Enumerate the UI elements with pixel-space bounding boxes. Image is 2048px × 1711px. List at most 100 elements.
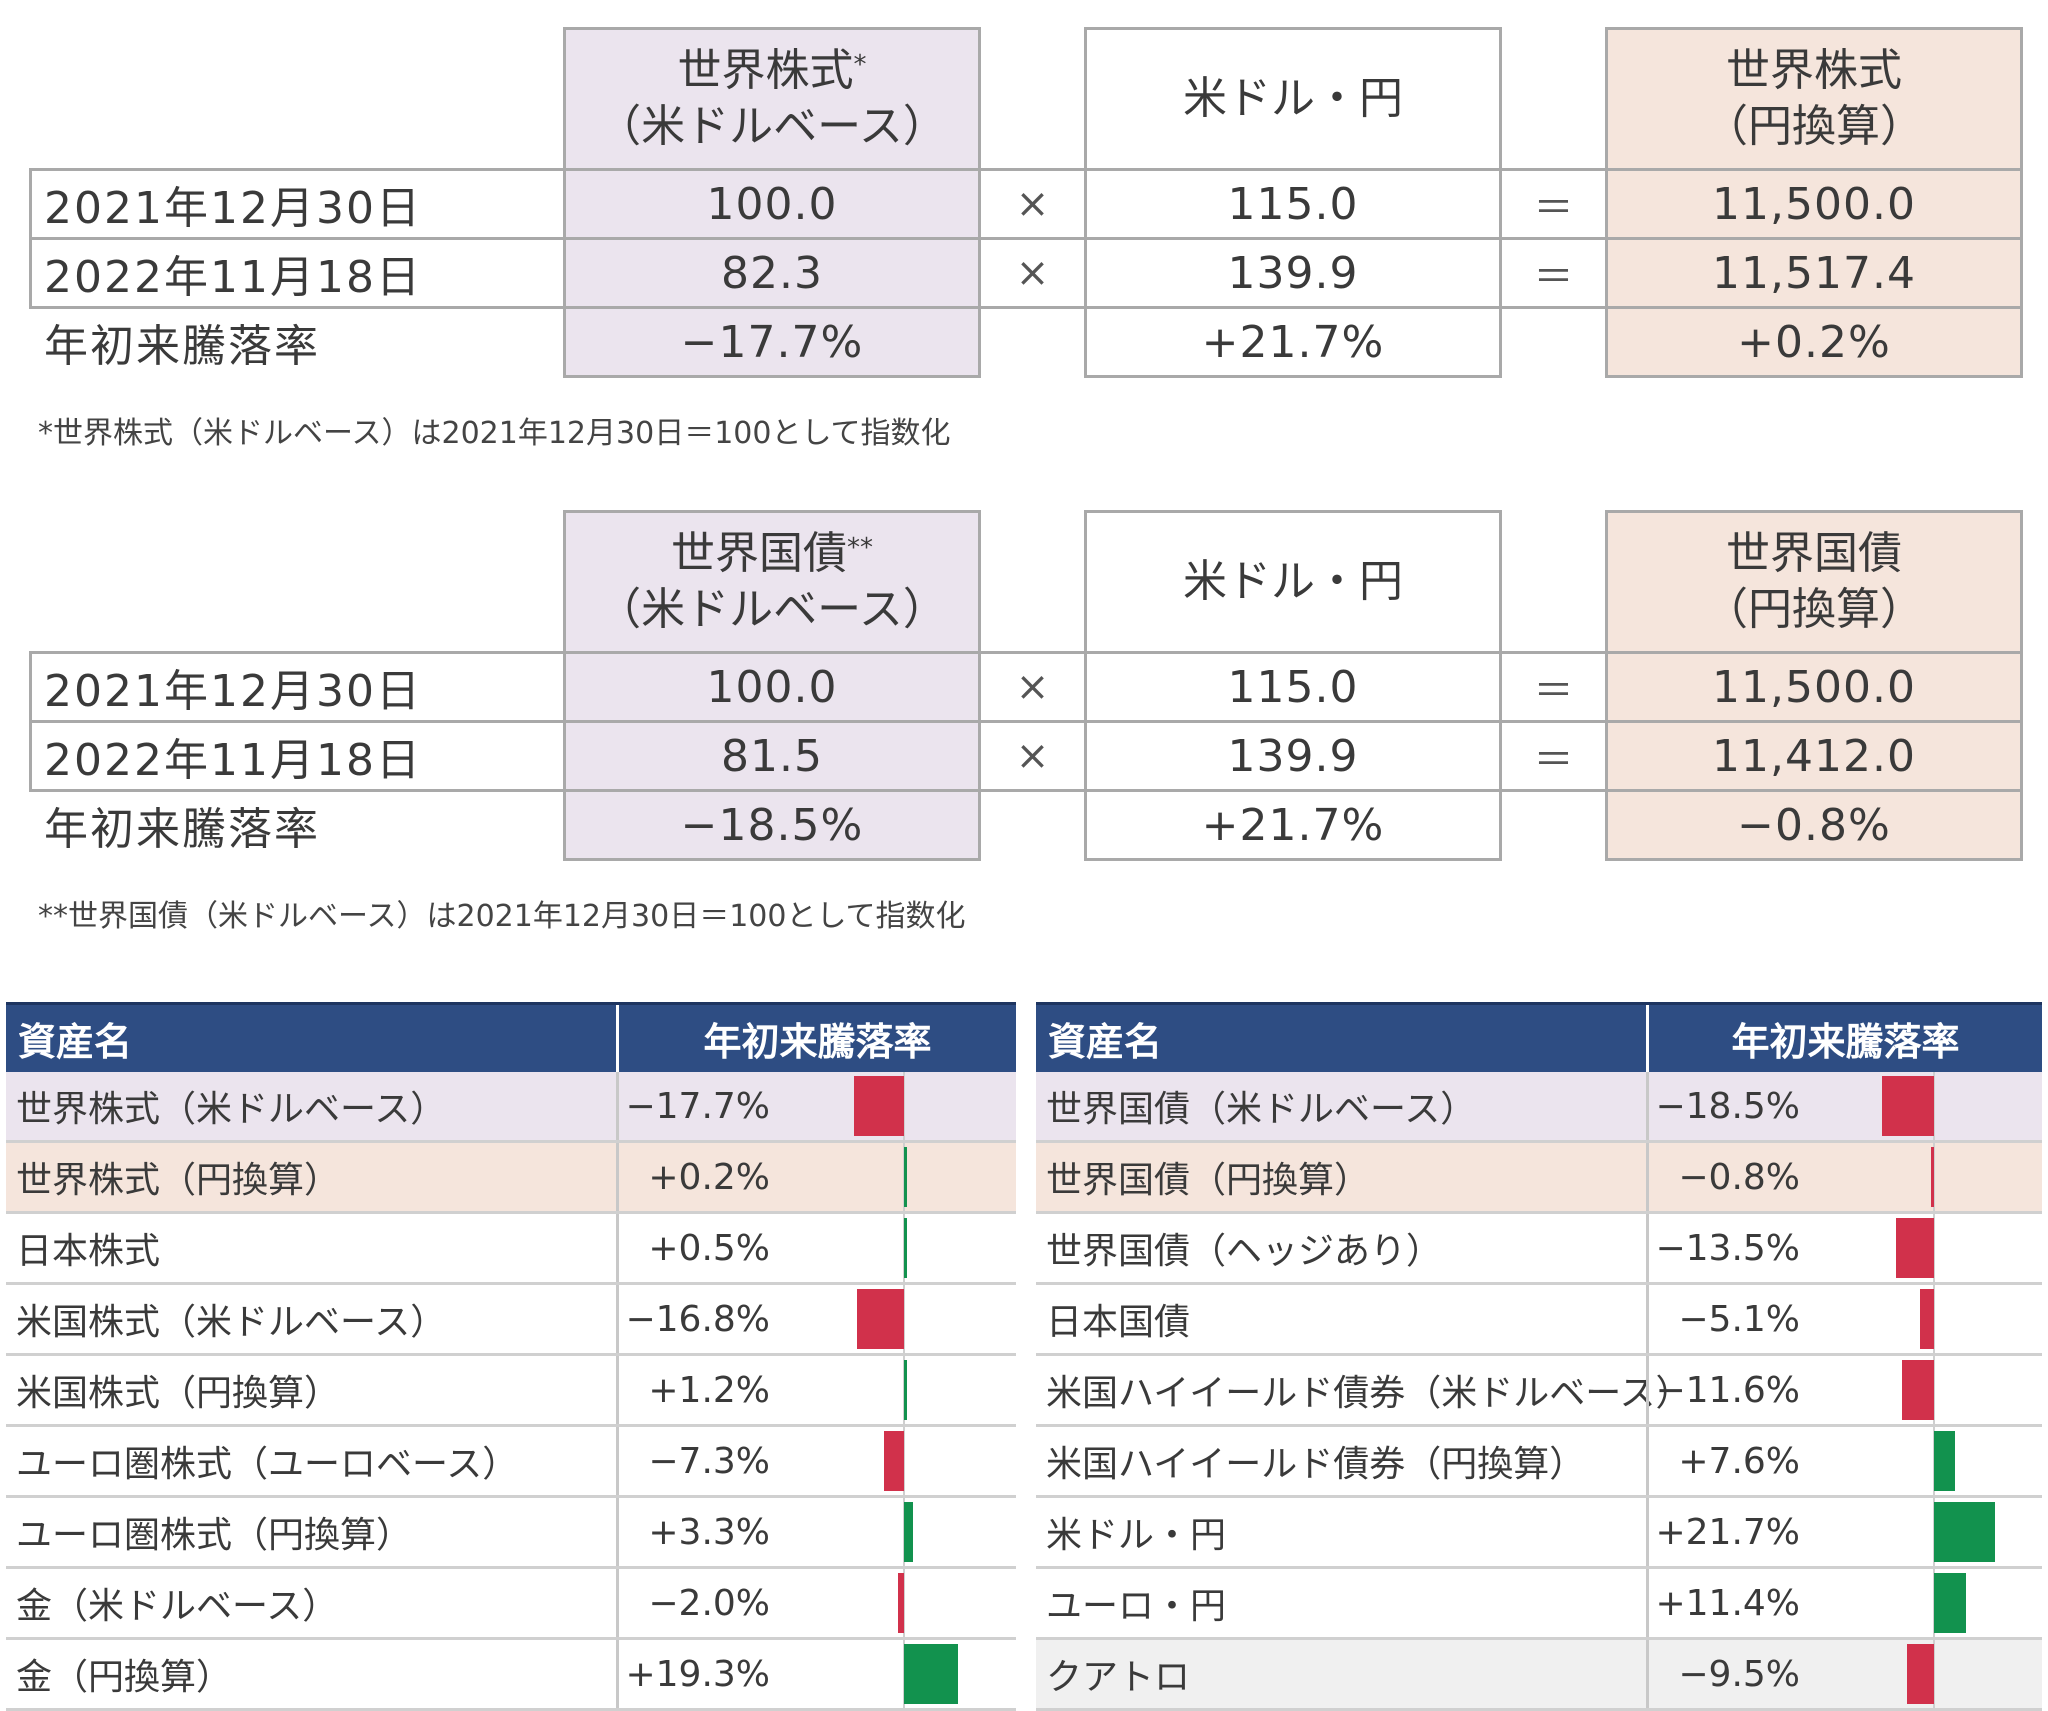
- header-ytd-change: 年初来騰落率: [616, 1005, 1016, 1072]
- ytd-change-bar-cell: [776, 1143, 1016, 1211]
- ytd-change-value: −2.0%: [616, 1569, 776, 1637]
- value-usd: −18.5%: [680, 799, 864, 851]
- zero-axis: [1933, 1285, 1935, 1353]
- header-title: 米ドル・円: [1183, 556, 1403, 607]
- ytd-change-value: −9.5%: [1646, 1640, 1806, 1708]
- ytd-change-bar: [1907, 1644, 1934, 1704]
- table-row: 日本国債 −5.1%: [1036, 1285, 2042, 1356]
- footnote: *世界株式（米ドルベース）は2021年12月30日＝100として指数化: [38, 416, 951, 451]
- header-subtitle: （米ドルベース）: [597, 584, 947, 635]
- value-jpy: 11,500.0: [1712, 178, 1916, 230]
- asset-name: 日本株式: [16, 1231, 161, 1272]
- multiply-sign: ×: [1015, 733, 1050, 779]
- table-header: 資産名 年初来騰落率: [1036, 1002, 2042, 1072]
- ytd-change-bar: [1901, 1360, 1934, 1420]
- table-row: 世界国債（ヘッジあり） −13.5%: [1036, 1214, 2042, 1285]
- value-fx: +21.7%: [1201, 316, 1385, 368]
- ytd-change-bar-cell: [1806, 1427, 2042, 1495]
- value-usd: 82.3: [721, 247, 823, 299]
- ytd-change-value: −13.5%: [1646, 1214, 1806, 1282]
- table-header: 資産名 年初来騰落率: [6, 1002, 1016, 1072]
- ytd-change-bar: [898, 1573, 904, 1633]
- ytd-change-bar-cell: [776, 1285, 1016, 1353]
- ytd-change-value: −11.6%: [1646, 1356, 1806, 1424]
- value-jpy: −0.8%: [1737, 799, 1891, 851]
- row-label-date2: 2022年11月18日: [44, 252, 422, 303]
- table-row: 米国株式（円換算） +1.2%: [6, 1356, 1016, 1427]
- value-usd: 100.0: [706, 178, 838, 230]
- row-label-date1: 2021年12月30日: [44, 666, 422, 717]
- ytd-change-bar-cell: [1806, 1072, 2042, 1140]
- table-row: 世界国債（円換算） −0.8%: [1036, 1143, 2042, 1214]
- asset-name: 米国ハイイールド債券（円換算）: [1046, 1444, 1586, 1485]
- asset-name: 日本国債: [1046, 1302, 1191, 1343]
- value-jpy: +0.2%: [1737, 316, 1891, 368]
- col-bg-fx: [1084, 651, 1502, 861]
- col-bg-jpy: [1605, 651, 2023, 861]
- row-outline: [29, 237, 2023, 309]
- equals-sign: ＝: [1533, 668, 1574, 714]
- row-label-date2: 2022年11月18日: [44, 735, 422, 786]
- zero-axis: [903, 1569, 905, 1637]
- ytd-change-bar: [904, 1147, 907, 1207]
- zero-axis: [903, 1072, 905, 1140]
- col-bg-fx: [1084, 168, 1502, 378]
- header-title: 世界株式: [677, 45, 854, 96]
- asset-name: 世界国債（米ドルベース）: [1046, 1089, 1477, 1130]
- table-row: クアトロ −9.5%: [1036, 1640, 2042, 1711]
- zero-axis: [903, 1285, 905, 1353]
- ytd-change-bar: [904, 1360, 908, 1420]
- table-row: 金（米ドルベース） −2.0%: [6, 1569, 1016, 1640]
- ytd-change-bar-cell: [1806, 1285, 2042, 1353]
- ytd-change-bar: [1931, 1147, 1934, 1207]
- header-title: 世界株式: [1726, 45, 1902, 96]
- zero-axis: [1933, 1072, 1935, 1140]
- ytd-change-bar: [856, 1289, 904, 1349]
- header-subtitle: （円換算）: [1704, 101, 1924, 152]
- ytd-change-value: −5.1%: [1646, 1285, 1806, 1353]
- header-usdjpy: 米ドル・円: [1084, 27, 1502, 171]
- table-row: 世界株式（米ドルベース） −17.7%: [6, 1072, 1016, 1143]
- value-jpy: 11,517.4: [1712, 247, 1916, 299]
- ytd-change-value: −7.3%: [616, 1427, 776, 1495]
- asset-name: 世界株式（円換算）: [16, 1160, 341, 1201]
- left-asset-table: 資産名 年初来騰落率 世界株式（米ドルベース） −17.7% 世界株式（円換算） +0…: [6, 1002, 1016, 1711]
- table-row: ユーロ圏株式（円換算） +3.3%: [6, 1498, 1016, 1569]
- value-fx: 139.9: [1227, 730, 1359, 782]
- ytd-change-value: +11.4%: [1646, 1569, 1806, 1637]
- ytd-change-bar-cell: [1806, 1356, 2042, 1424]
- header-world-equity-jpy: 世界株式 （円換算）: [1605, 27, 2023, 171]
- asset-name: 金（米ドルベース）: [16, 1586, 339, 1627]
- asset-name: 米国株式（米ドルベース）: [16, 1302, 447, 1343]
- asset-name: 世界国債（ヘッジあり）: [1046, 1231, 1443, 1272]
- ytd-change-bar-cell: [1806, 1143, 2042, 1211]
- header-asset-name: 資産名: [1048, 1020, 1163, 1064]
- value-fx: 139.9: [1227, 247, 1359, 299]
- table-row: 世界国債（米ドルベース） −18.5%: [1036, 1072, 2042, 1143]
- asset-name: 世界株式（米ドルベース）: [16, 1089, 447, 1130]
- header-title: 米ドル・円: [1183, 73, 1403, 124]
- table-row: 世界株式（円換算） +0.2%: [6, 1143, 1016, 1214]
- header-world-equity-usd: 世界株式* （米ドルベース）: [563, 27, 981, 171]
- table-row: ユーロ・円 +11.4%: [1036, 1569, 2042, 1640]
- multiply-sign: ×: [1015, 664, 1050, 710]
- header-asset-name: 資産名: [18, 1020, 133, 1064]
- asset-name: 米国株式（円換算）: [16, 1373, 341, 1414]
- zero-axis: [1933, 1356, 1935, 1424]
- header-ytd-change: 年初来騰落率: [1646, 1005, 2042, 1072]
- ytd-change-value: +0.5%: [616, 1214, 776, 1282]
- table-row: ユーロ圏株式（ユーロベース） −7.3%: [6, 1427, 1016, 1498]
- zero-axis: [1933, 1143, 1935, 1211]
- footnote-mark: *: [853, 50, 867, 80]
- ytd-change-bar-cell: [776, 1214, 1016, 1282]
- ytd-change-bar-cell: [1806, 1498, 2042, 1566]
- ytd-change-bar: [1934, 1573, 1966, 1633]
- ytd-change-bar-cell: [776, 1498, 1016, 1566]
- ytd-change-bar: [1934, 1502, 1995, 1562]
- ytd-change-value: +19.3%: [616, 1640, 776, 1708]
- asset-name: クアトロ: [1046, 1657, 1191, 1698]
- table-row: 米国ハイイールド債券（米ドルベース） −11.6%: [1036, 1356, 2042, 1427]
- asset-name: 金（円換算）: [16, 1657, 233, 1698]
- ytd-change-bar: [854, 1076, 904, 1136]
- ytd-change-bar-cell: [776, 1427, 1016, 1495]
